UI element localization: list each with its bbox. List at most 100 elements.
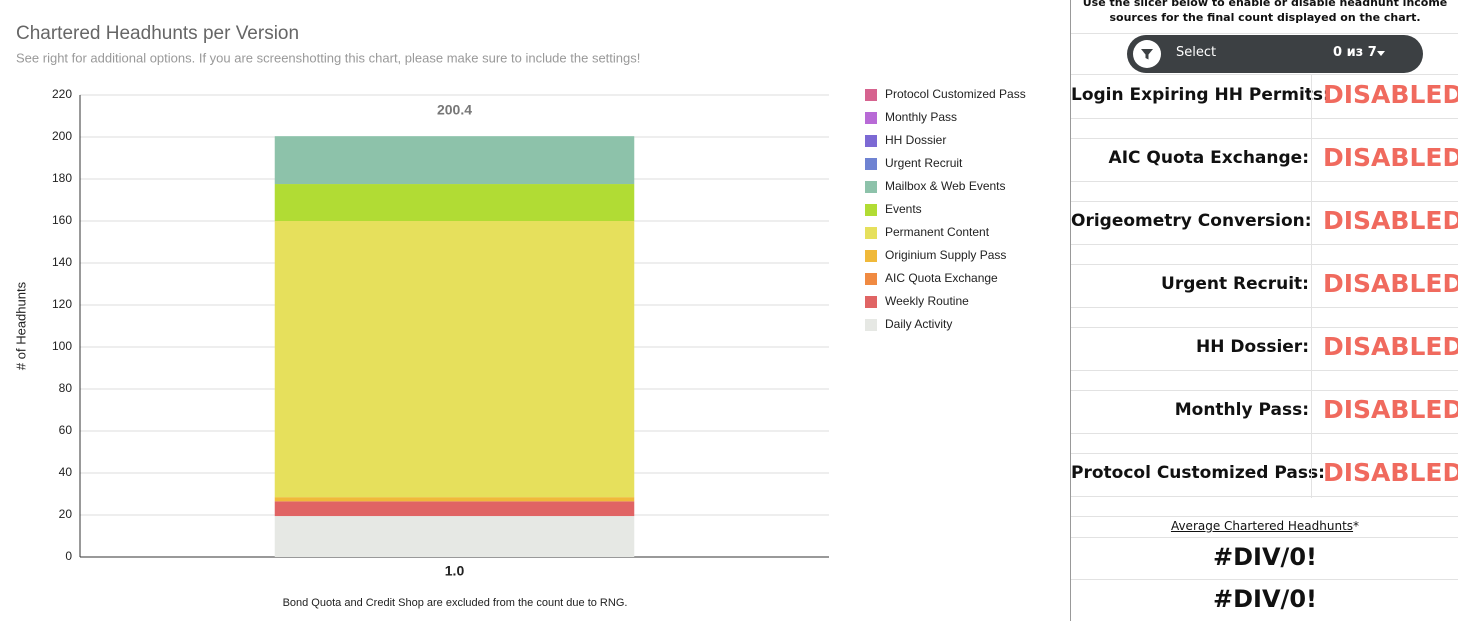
y-tick-label: 60: [59, 423, 73, 437]
row-label: HH Dossier:: [1196, 337, 1309, 357]
instruction-text: sources for the final count displayed on…: [1109, 11, 1421, 24]
row-label: Login Expiring HH Permits:: [1071, 85, 1330, 105]
legend-label: Originium Supply Pass: [885, 248, 1006, 262]
y-tick-label: 120: [52, 297, 72, 311]
legend-label: AIC Quota Exchange: [885, 271, 998, 285]
y-tick-label: 180: [52, 171, 72, 185]
legend-swatch: [865, 319, 877, 331]
dropdown-arrow: [1377, 51, 1385, 56]
filter-icon: [1141, 49, 1153, 60]
average-mark: *: [1353, 519, 1360, 533]
row-label: Origeometry Conversion:: [1071, 211, 1312, 231]
row-label: Monthly Pass:: [1174, 400, 1309, 420]
legend-swatch: [865, 273, 877, 285]
cell-border: [1311, 200, 1312, 263]
cell-border: [1071, 433, 1458, 434]
legend-label: Urgent Recruit: [885, 156, 963, 170]
cell-border: [1071, 244, 1458, 245]
footnote: Bond Quota and Credit Shop are excluded …: [283, 597, 628, 609]
cell-border: [1311, 452, 1312, 498]
average-title: Average Chartered Headhunts: [1170, 519, 1354, 533]
y-tick-label: 140: [52, 255, 72, 269]
legend-swatch: [865, 181, 877, 193]
y-tick-label: 40: [59, 465, 73, 479]
row-label: Urgent Recruit:: [1161, 274, 1309, 294]
legend-swatch: [865, 204, 877, 216]
legend-label: HH Dossier: [885, 133, 946, 147]
settings-panel: Use the slicer below to enable or disabl…: [1070, 0, 1458, 621]
legend-swatch: [865, 158, 877, 170]
legend-swatch: [865, 89, 877, 101]
cell-border: [1071, 579, 1458, 580]
cell-border: [1071, 327, 1458, 328]
row-value: DISABLED: [1323, 80, 1458, 109]
y-tick-label: 80: [59, 381, 73, 395]
row-value: DISABLED: [1323, 332, 1458, 361]
y-tick-label: 200: [52, 129, 72, 143]
row-value: DISABLED: [1323, 143, 1458, 172]
cell-border: [1071, 537, 1458, 538]
bar-segment: [274, 497, 635, 502]
legend-swatch: [865, 227, 877, 239]
result-value: #DIV/0!: [1213, 543, 1317, 571]
bar-segment: [274, 184, 635, 221]
cell-border: [1071, 33, 1458, 34]
legend-label: Events: [885, 202, 922, 216]
cell-border: [1071, 453, 1458, 454]
y-tick-label: 20: [59, 507, 73, 521]
cell-border: [1071, 181, 1458, 182]
bar-segment: [274, 516, 635, 557]
chart: Chartered Headhunts per Version See righ…: [13, 23, 1026, 609]
cell-border: [1071, 201, 1458, 202]
y-tick-label: 220: [52, 87, 72, 101]
y-axis-title: # of Headhunts: [13, 281, 28, 370]
y-tick-label: 0: [65, 549, 72, 563]
cell-border: [1071, 307, 1458, 308]
total-label: 200.4: [437, 102, 472, 118]
instruction-text: Use the slicer below to enable or disabl…: [1082, 0, 1448, 9]
cell-border: [1311, 389, 1312, 452]
result-value: #DIV/0!: [1213, 585, 1317, 613]
y-tick-label: 160: [52, 213, 72, 227]
chart-subtitle: See right for additional options. If you…: [16, 50, 640, 65]
slicer[interactable]: [1127, 35, 1423, 73]
legend-swatch: [865, 112, 877, 124]
row-label: Protocol Customized Pass:: [1071, 463, 1325, 483]
legend-label: Monthly Pass: [885, 110, 957, 124]
legend-swatch: [865, 250, 877, 262]
cell-border: [1311, 74, 1312, 137]
cell-border: [1311, 263, 1312, 326]
chart-title: Chartered Headhunts per Version: [16, 23, 299, 44]
row-value: DISABLED: [1323, 458, 1458, 487]
cell-border: [1071, 370, 1458, 371]
y-tick-label: 100: [52, 339, 72, 353]
bar-segment: [274, 136, 635, 185]
slicer-status: 0 из 7: [1333, 45, 1377, 60]
row-value: DISABLED: [1323, 269, 1458, 298]
bar-segment: [274, 221, 635, 498]
cell-border: [1311, 137, 1312, 200]
cell-border: [1071, 138, 1458, 139]
cell-border: [1071, 74, 1458, 75]
legend-label: Permanent Content: [885, 225, 990, 239]
row-value: DISABLED: [1323, 395, 1458, 424]
cell-border: [1311, 326, 1312, 389]
cell-border: [1071, 264, 1458, 265]
cell-border: [1071, 496, 1458, 497]
legend-swatch: [865, 296, 877, 308]
bar-segment: [274, 501, 635, 517]
slicer-label: Select: [1176, 45, 1217, 60]
legend-label: Weekly Routine: [885, 294, 969, 308]
legend-label: Mailbox & Web Events: [885, 179, 1006, 193]
row-value: DISABLED: [1323, 206, 1458, 235]
average-label: Average Chartered Headhunts*: [1071, 519, 1458, 533]
x-tick-label: 1.0: [445, 563, 465, 579]
legend-label: Daily Activity: [885, 317, 952, 331]
row-label: AIC Quota Exchange:: [1108, 148, 1309, 168]
legend-label: Protocol Customized Pass: [885, 87, 1026, 101]
cell-border: [1071, 118, 1458, 119]
legend-swatch: [865, 135, 877, 147]
cell-border: [1071, 516, 1458, 517]
cell-border: [1071, 390, 1458, 391]
